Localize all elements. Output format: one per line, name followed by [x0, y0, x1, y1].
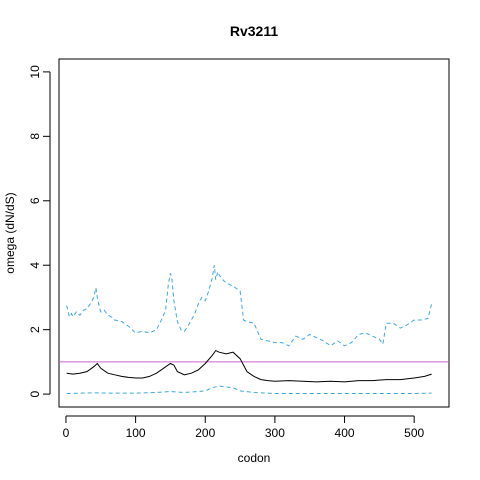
- mean-series-line: [66, 349, 432, 383]
- plot-frame: [58, 58, 450, 408]
- y-tick-label: 4: [28, 262, 42, 269]
- y-axis-label: omega (dN/dS): [3, 192, 17, 273]
- x-tick-label: 100: [126, 426, 146, 440]
- y-tick-label: 0: [28, 390, 42, 397]
- x-tick-label: 0: [63, 426, 70, 440]
- chart-title: Rv3211: [230, 23, 278, 39]
- y-tick-label: 6: [28, 197, 42, 204]
- y-tick-label: 10: [28, 65, 42, 79]
- y-tick-label: 8: [28, 133, 42, 140]
- x-tick-label: 500: [404, 426, 424, 440]
- y-tick-label: 2: [28, 326, 42, 333]
- upper-bound-series-line: [66, 265, 433, 347]
- x-tick-label: 200: [195, 426, 215, 440]
- x-tick-label: 300: [265, 426, 285, 440]
- x-tick-label: 400: [335, 426, 355, 440]
- lower-bound-series-line: [66, 385, 432, 394]
- x-axis-label: codon: [238, 451, 271, 465]
